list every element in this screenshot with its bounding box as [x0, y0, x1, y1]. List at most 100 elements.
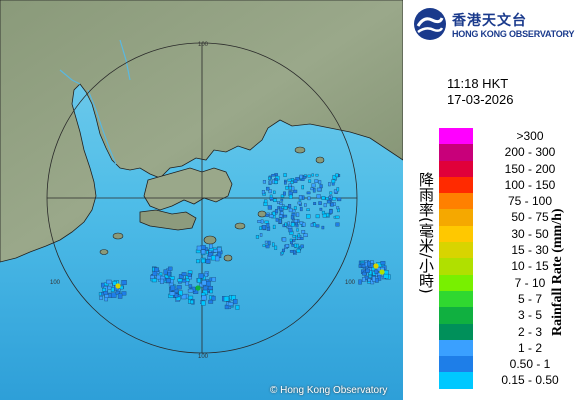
radar-echo-cell: [274, 180, 279, 184]
legend-swatch: [439, 209, 473, 226]
radar-echo-cell: [299, 206, 303, 212]
radar-echo-cell: [260, 219, 264, 224]
radar-echo-cell: [322, 213, 327, 218]
radar-echo-cell: [210, 255, 216, 261]
radar-echo-cell: [290, 181, 294, 185]
radar-echo-cell: [280, 211, 284, 215]
radar-echo-cell: [223, 296, 230, 302]
radar-echo-cell: [310, 187, 314, 191]
radar-echo-cell: [272, 242, 275, 247]
radar-echo-cell: [291, 209, 296, 213]
legend-swatch: [439, 225, 473, 243]
radar-echo-cell: [284, 181, 287, 185]
radar-echo-cell: [169, 291, 176, 296]
legend-label: 50 - 75: [511, 210, 549, 225]
legend-swatch: [439, 372, 473, 389]
radar-echo-cell: [203, 285, 208, 291]
radar-echo-cell: [292, 234, 296, 238]
legend-swatch: [439, 290, 473, 308]
radar-echo-cell: [104, 294, 110, 298]
radar-echo-cell: [163, 269, 168, 275]
radar-echo-cell: [284, 222, 288, 227]
radar-echo-cell: [306, 208, 310, 212]
radar-echo-cell: [259, 233, 263, 237]
radar-echo-cell: [288, 194, 293, 199]
legend-swatch: [439, 339, 473, 357]
radar-echo-cell: [329, 191, 333, 195]
radar-echo-cell: [291, 186, 295, 191]
legend-swatch: [439, 193, 473, 210]
radar-echo-cell: [264, 240, 268, 244]
legend-row: 7 - 10: [439, 274, 577, 291]
radar-echo-cell: [321, 225, 325, 230]
radar-echo-cell: [290, 215, 294, 220]
legend-swatch: [439, 274, 473, 291]
radar-echo-cell: [301, 195, 305, 200]
radar-echo-cell: [153, 267, 159, 272]
radar-echo-cell: [336, 206, 340, 210]
radar-map: 100 100 100 100 © Hong Kong Observatory: [0, 0, 404, 400]
info-panel: 香港天文台 HONG KONG OBSERVATORY 11:18 HKT 17…: [403, 0, 577, 400]
radar-echo-cell: [265, 244, 270, 249]
radar-echo-cell: [279, 202, 283, 205]
radar-echo-cell: [325, 197, 329, 201]
radar-echo-cell: [293, 179, 298, 183]
legend-label: 75 - 100: [507, 194, 553, 209]
legend-label: 200 - 300: [504, 145, 556, 160]
radar-echo-cell: [167, 271, 171, 277]
radar-echo-cell: [335, 215, 340, 219]
radar-echo-cell: [335, 173, 339, 178]
range-label-north: 100: [198, 42, 209, 48]
radar-echo-cell: [290, 222, 295, 227]
rivers: [59, 39, 131, 165]
radar-echo-cell: [215, 255, 220, 262]
legend-row: 10 - 15: [439, 258, 577, 275]
radar-echo-cell: [337, 197, 342, 202]
radar-echo-cell: [196, 245, 202, 251]
radar-echo-cell: [235, 305, 240, 310]
radar-echo-cell: [365, 268, 370, 273]
radar-echo-cell: [313, 202, 317, 206]
radar-echo-cell: [296, 248, 301, 253]
logo-text-cn: 香港天文台: [452, 13, 527, 29]
legend-title-en: Rainfall Rate (mm/h): [550, 208, 565, 336]
radar-echo-cell: [328, 196, 332, 199]
radar-echo-cell: [181, 279, 187, 283]
radar-echo-cell: [272, 224, 276, 230]
radar-echo-cell: [372, 276, 376, 282]
radar-echo-cell: [266, 186, 270, 191]
radar-echo-cell: [275, 209, 279, 214]
radar-echo-cell: [280, 194, 285, 198]
radar-echo-cell: [331, 179, 336, 184]
legend-label: >300: [516, 129, 544, 143]
radar-echo-cell: [115, 290, 120, 295]
radar-echo-cell: [332, 197, 337, 201]
radar-echo-cell: [209, 289, 213, 294]
radar-echo-cell: [110, 292, 117, 298]
radar-echo-cell: [277, 201, 281, 204]
radar-echo-cell: [316, 187, 322, 192]
radar-echo-cell: [321, 195, 326, 200]
radar-echo-cell: [293, 206, 297, 210]
hko-emblem-icon: [414, 8, 446, 40]
radar-echo-cell: [304, 203, 307, 207]
radar-echo-cell: [374, 269, 379, 274]
radar-echo-cell: [315, 224, 320, 228]
radar-echo-cell: [326, 200, 331, 204]
legend-label: 30 - 50: [511, 226, 549, 241]
legend-row: 3 - 5: [439, 307, 577, 324]
legend-label: 0.50 - 1: [509, 357, 551, 372]
observation-date: 17-03-2026: [447, 92, 514, 107]
radar-echo-cell: [296, 228, 299, 232]
legend-row: 15 - 30: [439, 242, 577, 259]
radar-echo-cell: [106, 279, 112, 285]
radar-echo-cell: [170, 285, 176, 291]
radar-echo-cell: [380, 261, 386, 265]
radar-echo-cell: [313, 222, 316, 227]
radar-echo-cell: [311, 183, 316, 188]
radar-echo-cell: [293, 219, 298, 223]
radar-echo-cell: [273, 198, 277, 203]
legend-swatch: [439, 258, 473, 275]
radar-echo-cell: [278, 219, 282, 224]
land-hk-island: [143, 167, 233, 211]
